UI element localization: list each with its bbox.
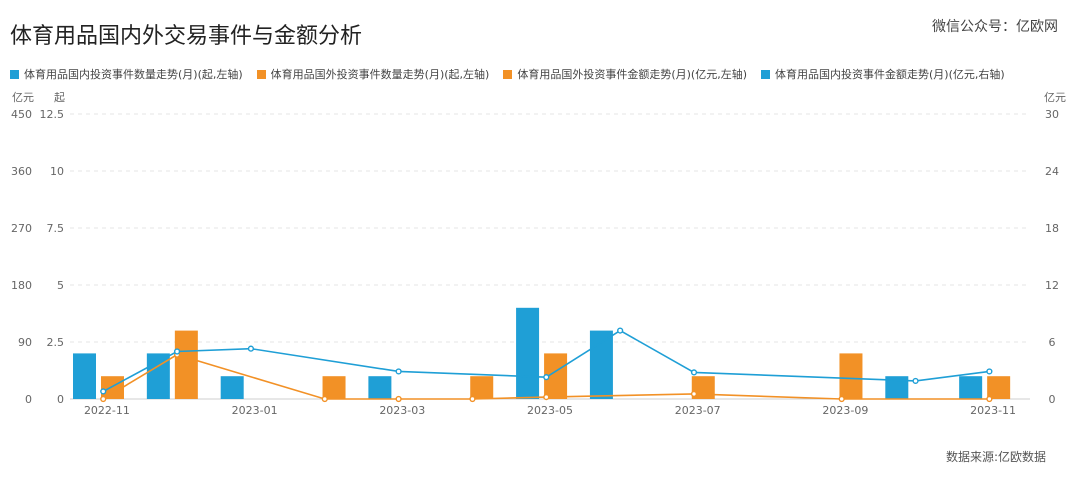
bar-domestic-count <box>589 330 613 399</box>
point-foreign-amount <box>321 395 328 403</box>
legend-label: 体育用品国外投资事件金额走势(月)(亿元,左轴) <box>517 68 748 81</box>
x-tick-label: 2022-11 <box>84 404 130 417</box>
bar-foreign-count <box>174 330 198 399</box>
x-tick-label: 2023-11 <box>970 404 1016 417</box>
legend-item: 体育用品国内投资事件金额走势(月)(亿元,右轴) <box>761 66 1005 82</box>
x-tick-label: 2023-07 <box>675 404 721 417</box>
point-domestic-amount <box>100 388 107 395</box>
left-outer-tick-label: 270 <box>11 222 32 235</box>
bar-foreign-count <box>544 353 568 399</box>
point-foreign-amount <box>469 395 476 403</box>
point-domestic-amount <box>912 377 919 385</box>
left-outer-tick-label: 90 <box>18 336 32 349</box>
legend-item: 体育用品国外投资事件数量走势(月)(起,左轴) <box>256 66 490 82</box>
legend-label: 体育用品国内投资事件金额走势(月)(亿元,右轴) <box>775 68 1005 81</box>
x-tick-label: 2023-01 <box>232 404 278 417</box>
point-foreign-amount <box>690 390 698 398</box>
point-domestic-amount <box>617 327 624 334</box>
point-domestic-amount <box>395 368 402 375</box>
right-tick-label: 18 <box>1045 222 1059 235</box>
legend-swatch-orange <box>256 69 266 79</box>
legend-swatch-blue <box>10 69 19 79</box>
point-foreign-amount <box>543 394 550 401</box>
right-axis-unit: 亿元 <box>1044 91 1066 104</box>
point-domestic-amount <box>173 348 181 355</box>
bar-foreign-count <box>470 376 494 399</box>
bar-domestic-count <box>959 376 983 399</box>
point-foreign-amount <box>838 395 845 403</box>
legend: 体育用品国内投资事件数量走势(月)(起,左轴) 体育用品国外投资事件数量走势(月… <box>10 66 1005 82</box>
left-inner-axis-unit: 起 <box>54 91 65 104</box>
left-outer-tick-label: 450 <box>11 108 32 121</box>
left-outer-tick-label: 180 <box>11 279 32 292</box>
point-domestic-amount <box>690 369 698 376</box>
bar-domestic-count <box>885 376 909 399</box>
bar-foreign-count <box>839 353 863 399</box>
left-inner-tick-label: 7.5 <box>47 222 65 235</box>
x-tick-label: 2023-05 <box>527 404 573 417</box>
point-foreign-amount <box>395 395 402 403</box>
bar-foreign-count <box>322 376 346 399</box>
legend-item: 体育用品国内投资事件数量走势(月)(起,左轴) <box>10 66 243 82</box>
data-source: 数据来源:亿欧数据 <box>945 450 1046 464</box>
bar-domestic-count <box>516 307 540 399</box>
right-tick-label: 6 <box>1049 336 1056 349</box>
left-outer-tick-label: 360 <box>11 165 32 178</box>
bar-foreign-count <box>987 376 1011 399</box>
left-outer-tick-label: 0 <box>25 393 32 406</box>
bar-domestic-count <box>73 353 96 399</box>
point-domestic-amount <box>247 345 255 352</box>
chart-title: 体育用品国内外交易事件与金额分析 <box>10 24 363 49</box>
left-outer-axis-unit: 亿元 <box>12 91 34 104</box>
legend-swatch-blue <box>761 69 771 79</box>
left-inner-tick-label: 0 <box>57 393 64 406</box>
left-inner-tick-label: 2.5 <box>47 336 65 349</box>
point-foreign-amount <box>100 395 107 403</box>
x-tick-label: 2023-03 <box>379 404 425 417</box>
right-tick-label: 0 <box>1049 393 1056 406</box>
right-tick-label: 12 <box>1045 279 1059 292</box>
watermark: 微信公众号：亿欧网 <box>932 19 1058 35</box>
x-tick-label: 2023-09 <box>822 404 868 417</box>
bar-domestic-count <box>220 376 244 399</box>
point-foreign-amount <box>986 395 993 403</box>
bar-domestic-count <box>368 376 392 399</box>
legend-item: 体育用品国外投资事件金额走势(月)(亿元,左轴) <box>503 66 747 82</box>
left-inner-tick-label: 12.5 <box>40 108 65 121</box>
right-tick-label: 30 <box>1045 108 1059 121</box>
point-domestic-amount <box>543 374 550 381</box>
legend-swatch-orange <box>503 69 513 79</box>
left-inner-tick-label: 5 <box>57 279 64 292</box>
right-tick-label: 24 <box>1045 165 1059 178</box>
legend-label: 体育用品国内投资事件数量走势(月)(起,左轴) <box>24 68 243 81</box>
left-inner-tick-label: 10 <box>50 165 64 178</box>
legend-label: 体育用品国外投资事件数量走势(月)(起,左轴) <box>270 68 490 81</box>
point-domestic-amount <box>986 368 993 375</box>
bar-foreign-count <box>101 376 124 399</box>
